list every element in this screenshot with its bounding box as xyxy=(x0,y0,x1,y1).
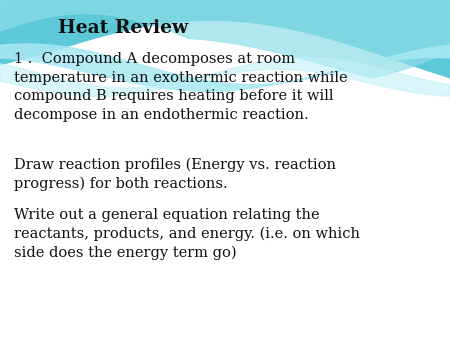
Text: Draw reaction profiles (Energy vs. reaction
progress) for both reactions.: Draw reaction profiles (Energy vs. react… xyxy=(14,157,336,191)
Text: Heat Review: Heat Review xyxy=(58,19,189,37)
Text: 1 .  Compound A decomposes at room
temperature in an exothermic reaction while
c: 1 . Compound A decomposes at room temper… xyxy=(14,52,347,122)
Text: Write out a general equation relating the
reactants, products, and energy. (i.e.: Write out a general equation relating th… xyxy=(14,208,360,260)
